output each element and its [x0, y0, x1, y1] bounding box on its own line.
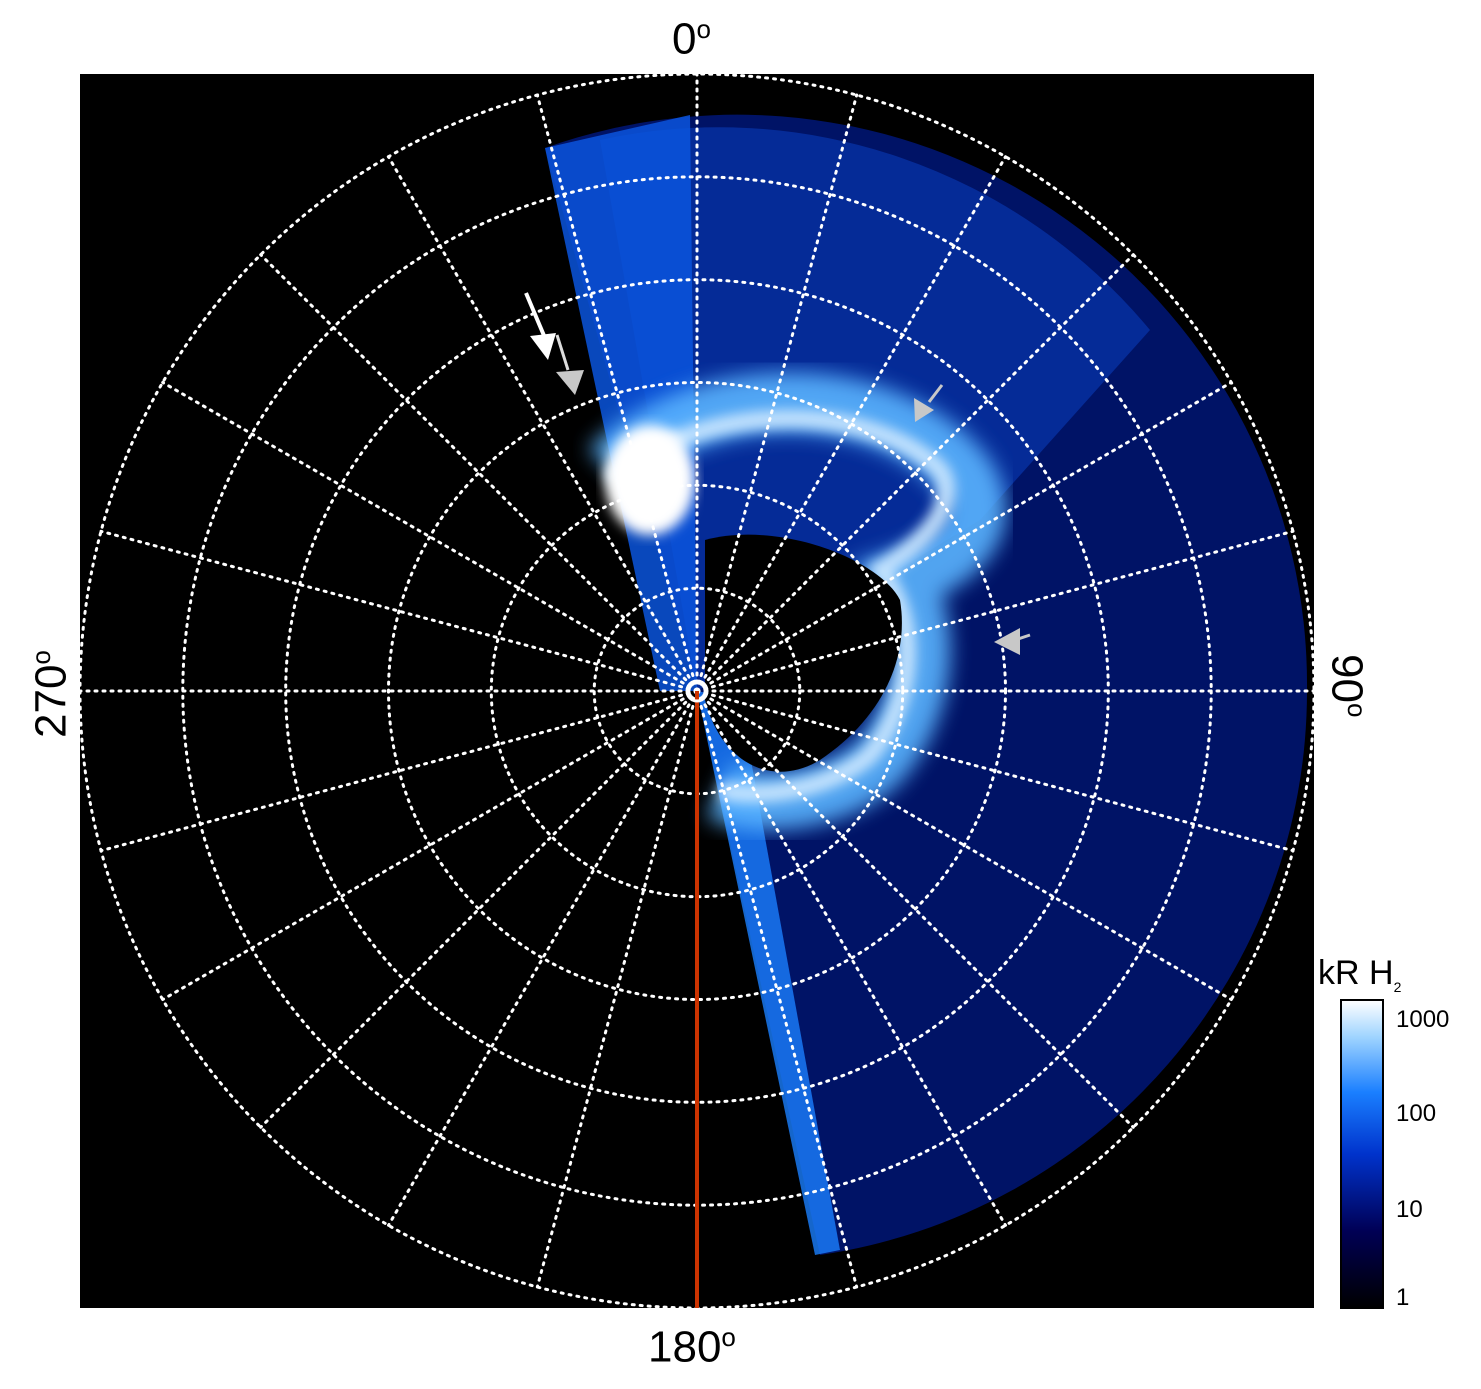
gray-arrow-icon	[914, 398, 934, 422]
grid-spoke	[387, 155, 699, 693]
azimuth-label-right: 90o	[1322, 654, 1372, 718]
grid-spoke	[695, 93, 859, 693]
colorbar-gradient	[1340, 999, 1384, 1309]
grid-spoke	[161, 689, 699, 1001]
grid-spoke	[695, 155, 1007, 693]
bright-spot	[605, 425, 695, 535]
colorbar-tick-label: 1000	[1396, 1006, 1450, 1033]
gray-arrow-icon	[994, 628, 1020, 655]
observed-strip-lower	[697, 691, 840, 1255]
main-auroral-oval	[588, 372, 1006, 830]
grid-spoke	[695, 689, 1233, 1001]
grid-ring	[387, 381, 1007, 1001]
emission-layer	[545, 114, 1308, 1256]
colorbar-tick-label: 100	[1396, 1100, 1437, 1127]
grid-spoke	[695, 689, 1135, 1129]
annotation-arrows	[524, 292, 1031, 655]
white-arrow-icon	[530, 333, 556, 360]
grid-spoke	[259, 253, 699, 693]
colorbar-tick-label: 1	[1396, 1284, 1410, 1311]
azimuth-label-left: 270o	[26, 650, 76, 738]
grid-spoke	[387, 689, 699, 1227]
azimuth-label-bottom: 180o	[648, 1322, 736, 1372]
colorbar-tick-label: 10	[1396, 1196, 1423, 1223]
grid-spoke	[695, 689, 1007, 1227]
grid-spoke	[695, 689, 859, 1289]
grid-spoke	[695, 529, 1295, 693]
grid-spoke	[695, 381, 1233, 693]
grid-spoke	[535, 689, 699, 1289]
grid-spoke	[259, 689, 699, 1129]
gray-arrow-icon	[556, 370, 584, 395]
polar-grid	[80, 74, 1314, 1308]
azimuth-label-top: 0o	[672, 14, 711, 64]
grid-spoke	[99, 529, 699, 693]
grid-spoke	[695, 253, 1135, 693]
colorbar-title: kR H2	[1318, 954, 1402, 995]
grid-spoke	[695, 689, 1295, 853]
main-auroral-oval-core	[604, 409, 956, 803]
grid-spoke	[99, 689, 699, 853]
colorbar	[1340, 999, 1384, 1309]
grid-spoke	[161, 381, 699, 693]
grid-spoke	[535, 93, 699, 693]
pole-marker	[685, 679, 709, 703]
